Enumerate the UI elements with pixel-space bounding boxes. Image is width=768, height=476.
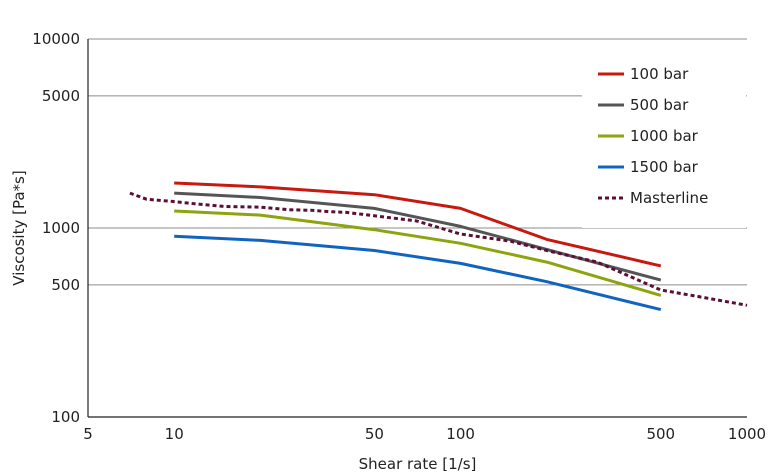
y-tick-label: 100 (51, 408, 80, 426)
legend-label: 1000 bar (630, 127, 699, 145)
y-tick-label: 10000 (32, 30, 80, 48)
legend-background (582, 58, 746, 228)
legend: 100 bar 500 bar 1000 bar 1500 bar Masterline (582, 58, 746, 228)
x-tick-label: 50 (365, 425, 384, 443)
axes-layer: 100 500 1000 5000 10000 5 10 50 100 500 1000 (32, 30, 766, 443)
y-tick-label: 5000 (42, 87, 80, 105)
x-tick-label: 10 (165, 425, 184, 443)
legend-label: 500 bar (630, 96, 689, 114)
series-line-1500-bar (174, 234, 662, 312)
legend-label: 1500 bar (630, 158, 699, 176)
x-tick-label: 500 (646, 425, 675, 443)
legend-label: 100 bar (630, 65, 689, 83)
legend-label: Masterline (630, 189, 708, 207)
series-line-masterline (129, 191, 748, 307)
series-line-1000-bar (174, 209, 662, 297)
series-line-100-bar (174, 181, 662, 268)
x-axis-title: Shear rate [1/s] (359, 455, 477, 473)
y-tick-label: 500 (51, 276, 80, 294)
y-tick-label: 1000 (42, 219, 80, 237)
y-axis-title: Viscosity [Pa*s] (10, 170, 28, 285)
x-tick-label: 100 (446, 425, 475, 443)
x-tick-label: 5 (83, 425, 93, 443)
series-layer (129, 181, 748, 312)
x-tick-label: 1000 (728, 425, 766, 443)
